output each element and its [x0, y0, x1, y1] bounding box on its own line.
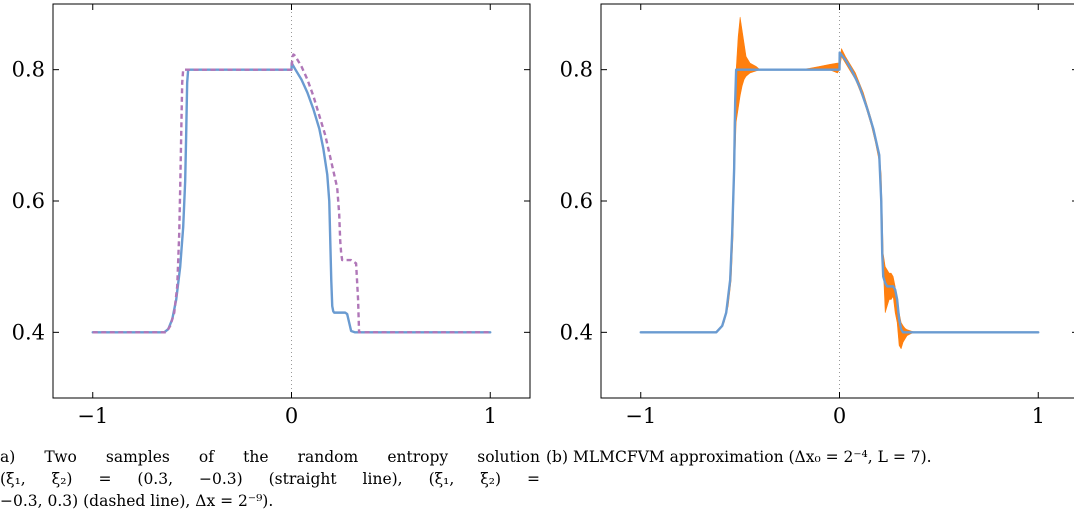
series-line-solid-0 — [91, 61, 492, 334]
caption-a: a) Two samples of the random entropy sol… — [0, 446, 540, 512]
caption-a-line-3: −0.3, 0.3) (dashed line), Δx = 2⁻⁹). — [0, 492, 274, 510]
y-tick-label: 0.4 — [12, 320, 45, 344]
x-tick-label: 0 — [285, 404, 298, 428]
caption-a-line-1: a) Two samples of the random entropy sol… — [0, 448, 540, 466]
x-tick-label: −1 — [625, 404, 656, 428]
caption-b: (b) MLMCFVM approximation (Δx₀ = 2⁻⁴, L … — [546, 446, 1074, 468]
plot-area — [91, 53, 492, 334]
caption-b-line-1: (b) MLMCFVM approximation (Δx₀ = 2⁻⁴, L … — [546, 448, 932, 466]
y-tick-label: 0.4 — [560, 320, 593, 344]
y-tick-label: 0.6 — [12, 189, 45, 213]
y-tick-label: 0.6 — [560, 189, 593, 213]
panel-b: −1 0 1 0.4 0.6 0.8 — [560, 3, 1074, 428]
y-tick-label: 0.8 — [560, 58, 593, 82]
x-tick-label: 0 — [833, 404, 846, 428]
panel-a: −1 0 1 0.4 0.6 0.8 — [12, 3, 531, 428]
caption-a-line-2: (ξ₁, ξ₂) = (0.3, −0.3) (straight line), … — [0, 470, 540, 488]
plot-area — [639, 16, 1040, 350]
series-line-solid-1 — [639, 51, 1040, 334]
x-tick-label: 1 — [1032, 404, 1045, 428]
x-tick-label: −1 — [77, 404, 108, 428]
x-tick-label: 1 — [484, 404, 497, 428]
y-tick-label: 0.8 — [12, 58, 45, 82]
series-line-dashed-1 — [92, 53, 491, 334]
